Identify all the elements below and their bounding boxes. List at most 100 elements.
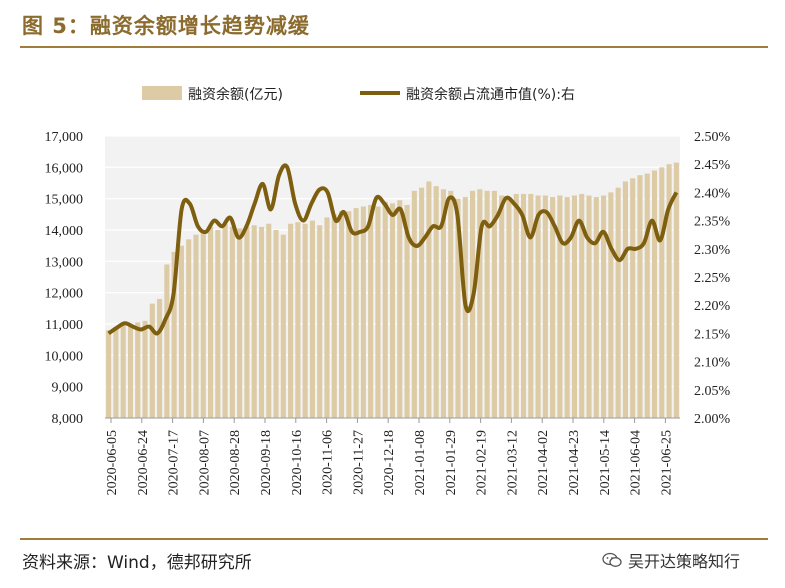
bar bbox=[433, 186, 439, 418]
bar bbox=[455, 198, 461, 418]
y-left-tick-label: 10,000 bbox=[45, 349, 84, 364]
x-tick-label: 2020-11-27 bbox=[351, 430, 366, 495]
bar bbox=[542, 195, 548, 418]
bar bbox=[171, 251, 177, 418]
bar bbox=[135, 322, 141, 418]
bar bbox=[491, 190, 497, 418]
y-left-tick-label: 13,000 bbox=[45, 255, 84, 270]
bar bbox=[178, 245, 184, 418]
bar bbox=[229, 226, 235, 418]
x-tick-label: 2020-08-07 bbox=[197, 430, 212, 495]
bar bbox=[651, 170, 658, 418]
bar bbox=[520, 193, 527, 418]
y-right-tick-label: 2.15% bbox=[694, 327, 731, 342]
bar bbox=[302, 223, 308, 418]
bar bbox=[404, 204, 410, 418]
watermark: 吴开达策略知行 bbox=[602, 548, 740, 572]
x-tick-label: 2021-05-14 bbox=[598, 430, 613, 495]
y-right-tick-label: 2.05% bbox=[694, 384, 731, 399]
bar bbox=[368, 204, 374, 418]
x-tick-label: 2020-09-18 bbox=[259, 430, 274, 495]
title-divider bbox=[20, 46, 768, 48]
bar bbox=[346, 211, 352, 418]
bar bbox=[622, 181, 628, 418]
bar bbox=[397, 200, 403, 418]
bar bbox=[477, 189, 483, 418]
x-tick-label: 2021-02-19 bbox=[475, 430, 490, 495]
bar bbox=[106, 330, 112, 418]
bar bbox=[127, 324, 134, 418]
legend-bar-swatch bbox=[142, 86, 182, 100]
bar bbox=[375, 206, 381, 418]
legend-bar-label: 融资余额(亿元) bbox=[188, 86, 283, 103]
bar bbox=[535, 195, 541, 418]
x-tick-label: 2021-06-04 bbox=[629, 430, 644, 495]
wechat-icon bbox=[602, 552, 622, 567]
bar bbox=[142, 320, 148, 418]
bar bbox=[550, 197, 556, 418]
y-right-tick-label: 2.35% bbox=[694, 215, 731, 230]
y-right-tick-label: 2.50% bbox=[694, 130, 731, 145]
bar bbox=[615, 187, 621, 418]
bar bbox=[419, 187, 425, 418]
bar bbox=[564, 197, 570, 418]
y-left-tick-label: 8,000 bbox=[52, 412, 84, 427]
x-tick-label: 2021-04-02 bbox=[536, 430, 551, 495]
bar bbox=[644, 173, 650, 418]
x-tick-label: 2021-01-29 bbox=[444, 430, 459, 495]
bar bbox=[630, 178, 636, 418]
bar bbox=[244, 226, 250, 418]
bar bbox=[273, 230, 279, 418]
bar bbox=[411, 190, 417, 418]
source-note: 资料来源：Wind，德邦研究所 bbox=[22, 553, 252, 573]
bar bbox=[193, 234, 199, 418]
bar bbox=[200, 230, 206, 418]
y-left-tick-label: 9,000 bbox=[52, 381, 84, 396]
bar bbox=[571, 195, 578, 418]
x-tick-label: 2020-10-16 bbox=[290, 430, 305, 495]
chart-area: 8,000 9,000 10,000 11,000 12,000 13,000 14,000… bbox=[45, 86, 731, 495]
x-tick-label: 2021-03-12 bbox=[505, 430, 520, 495]
bar bbox=[215, 230, 221, 418]
bar bbox=[382, 201, 388, 418]
bar bbox=[331, 214, 337, 418]
x-tick-label: 2021-01-08 bbox=[413, 430, 428, 495]
y-right-tick-label: 2.10% bbox=[694, 356, 731, 371]
x-tick-label: 2020-06-24 bbox=[136, 430, 151, 495]
x-tick-label: 2020-06-05 bbox=[105, 430, 120, 495]
bar bbox=[353, 208, 359, 418]
bar bbox=[258, 226, 265, 418]
x-tick-label: 2021-06-25 bbox=[659, 430, 674, 495]
bar bbox=[440, 189, 446, 418]
bar bbox=[186, 239, 192, 418]
y-left-tick-label: 17,000 bbox=[45, 130, 84, 145]
bar bbox=[593, 197, 599, 418]
bar bbox=[528, 193, 534, 418]
bar bbox=[207, 226, 214, 418]
bar bbox=[637, 175, 643, 418]
x-tick-label: 2020-12-18 bbox=[382, 430, 397, 495]
bar bbox=[513, 193, 519, 418]
bar bbox=[601, 195, 607, 418]
bar bbox=[157, 298, 163, 418]
bar bbox=[251, 225, 257, 418]
y-right-tick-label: 2.20% bbox=[694, 299, 731, 314]
bar bbox=[113, 327, 119, 418]
bar bbox=[506, 197, 512, 418]
bar bbox=[309, 220, 315, 418]
y-left-tick-label: 11,000 bbox=[45, 318, 83, 333]
x-tick-label: 2020-07-17 bbox=[167, 430, 182, 495]
bar bbox=[484, 190, 490, 418]
x-tick-label: 2020-08-28 bbox=[228, 430, 243, 495]
y-right-tick-label: 2.40% bbox=[694, 186, 731, 201]
bar bbox=[557, 195, 563, 418]
bar bbox=[389, 203, 396, 418]
y-right-tick-label: 2.30% bbox=[694, 243, 731, 258]
bar bbox=[288, 223, 294, 418]
bar bbox=[579, 193, 585, 418]
bar bbox=[295, 222, 301, 418]
ratio-line bbox=[107, 163, 679, 336]
figure-title: 图 5：融资余额增长趋势减缓 bbox=[22, 14, 310, 38]
footer-divider bbox=[20, 538, 768, 540]
bar bbox=[666, 164, 672, 418]
